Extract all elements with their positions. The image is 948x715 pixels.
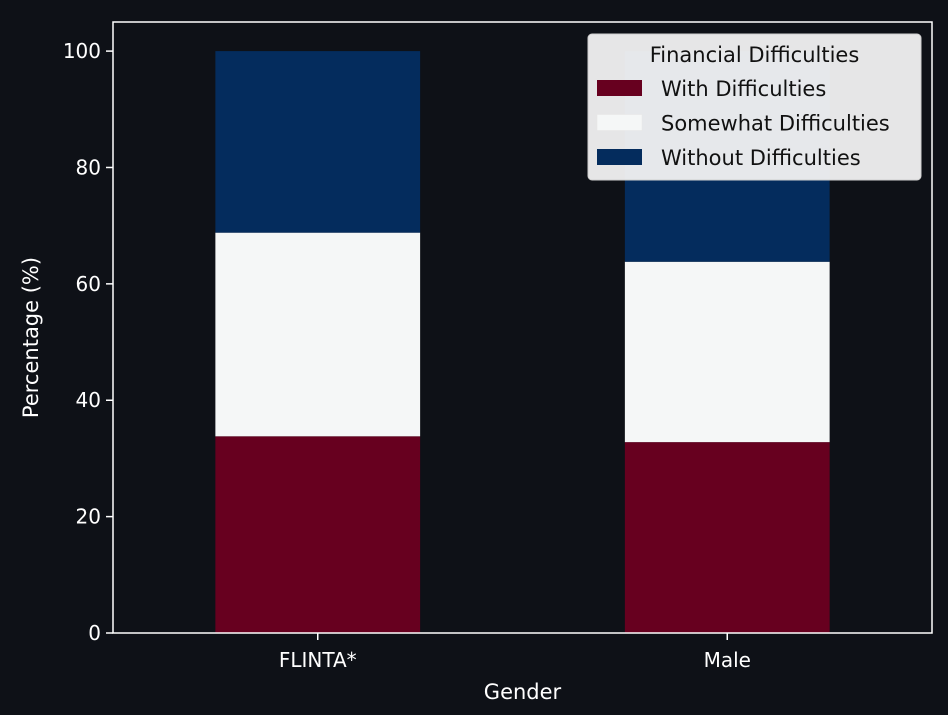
legend-swatch	[597, 149, 642, 165]
legend-items: With Difficulties Somewhat Difficulties Wi…	[596, 77, 890, 170]
y-tick-label: 80	[76, 155, 101, 179]
y-axis-ticks: 0 20 40 60 80 100	[63, 39, 113, 645]
bar-segment-1-2	[215, 232, 421, 437]
x-axis-ticks: FLINTA* Male	[279, 633, 751, 672]
bars-layer	[215, 51, 830, 633]
legend-label: With Difficulties	[661, 77, 826, 101]
bar-segment-2-1	[624, 442, 830, 633]
legend-swatch	[596, 114, 643, 131]
y-tick-label: 0	[88, 621, 101, 645]
bar-segment-1-3	[215, 51, 421, 233]
y-tick-label: 100	[63, 39, 101, 63]
legend-label: Without Difficulties	[661, 146, 861, 170]
x-axis-label: Gender	[484, 680, 562, 704]
legend-label: Somewhat Difficulties	[661, 112, 890, 136]
x-tick-label: Male	[704, 648, 751, 672]
y-axis-label: Percentage (%)	[19, 257, 43, 418]
y-tick-label: 60	[76, 272, 101, 296]
y-tick-label: 40	[76, 388, 101, 412]
legend: Financial Difficulties With Difficulties…	[587, 33, 922, 181]
plot-frame	[112, 21, 933, 634]
bar-segment-1-1	[215, 436, 421, 633]
legend-title: Financial Difficulties	[650, 43, 860, 67]
legend-swatch	[597, 80, 642, 96]
y-tick-label: 20	[76, 505, 101, 529]
x-tick-label: FLINTA*	[279, 648, 357, 672]
legend-box	[587, 33, 922, 181]
bar-segment-2-2	[624, 261, 830, 443]
